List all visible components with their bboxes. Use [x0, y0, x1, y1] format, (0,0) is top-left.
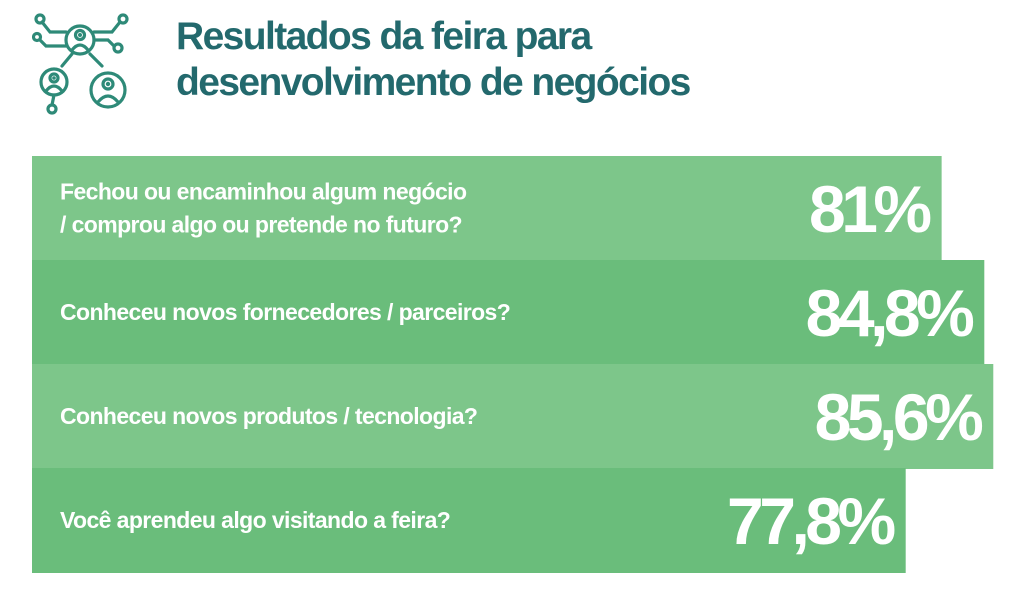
bar-label-4: Você aprendeu algo visitando a feira? [60, 507, 450, 533]
bar-value-4: 77,8% [727, 484, 894, 558]
bar-4 [32, 468, 906, 573]
bar-label-2: Conheceu novos fornecedores / parceiros? [60, 299, 510, 325]
page-title: Resultados da feira para desenvolvimento… [176, 15, 691, 104]
bar-value-1: 81% [809, 172, 930, 246]
bar-value-3: 85,6% [815, 380, 982, 454]
bar-label-1: Fechou ou encaminhou algum negócio / comp… [60, 179, 467, 238]
bar-1 [32, 156, 942, 261]
bar-3 [32, 364, 994, 469]
header: Resultados da feira para desenvolvimento… [0, 0, 1024, 150]
business-network-icon [32, 13, 129, 115]
bar-value-2: 84,8% [806, 276, 973, 350]
bar-label-3: Conheceu novos produtos / tecnologia? [60, 403, 477, 429]
bar-2 [32, 260, 985, 365]
